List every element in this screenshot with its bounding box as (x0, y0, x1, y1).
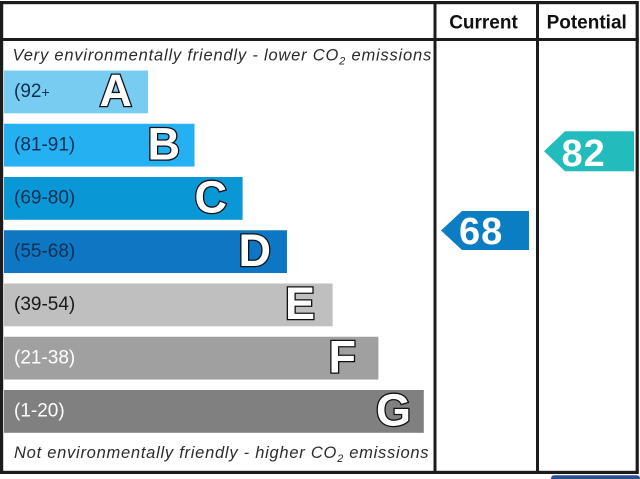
svg-text:E: E (285, 278, 315, 329)
svg-text:(39-54): (39-54) (14, 294, 75, 315)
svg-text:(21-38): (21-38) (14, 347, 75, 368)
svg-text:82: 82 (562, 133, 606, 175)
svg-text:(1-20): (1-20) (14, 401, 65, 422)
svg-text:F: F (329, 331, 357, 382)
svg-text:D: D (239, 225, 272, 276)
svg-text:Potential: Potential (547, 13, 627, 34)
svg-text:Very environmentally friendly: Very environmentally friendly - lower CO… (13, 47, 433, 68)
svg-text:Current: Current (449, 13, 518, 34)
svg-text:Not environmentally friendly -: Not environmentally friendly - higher CO… (14, 444, 429, 465)
svg-text:68: 68 (459, 211, 503, 253)
svg-text:C: C (195, 172, 228, 223)
svg-text:B: B (148, 118, 181, 169)
svg-text:(55-68): (55-68) (14, 241, 75, 262)
svg-text:(81-91): (81-91) (14, 134, 75, 155)
svg-text:A: A (100, 65, 133, 116)
svg-text:(92+: (92+ (14, 81, 50, 102)
svg-text:(69-80): (69-80) (14, 188, 75, 209)
svg-text:G: G (376, 385, 411, 436)
